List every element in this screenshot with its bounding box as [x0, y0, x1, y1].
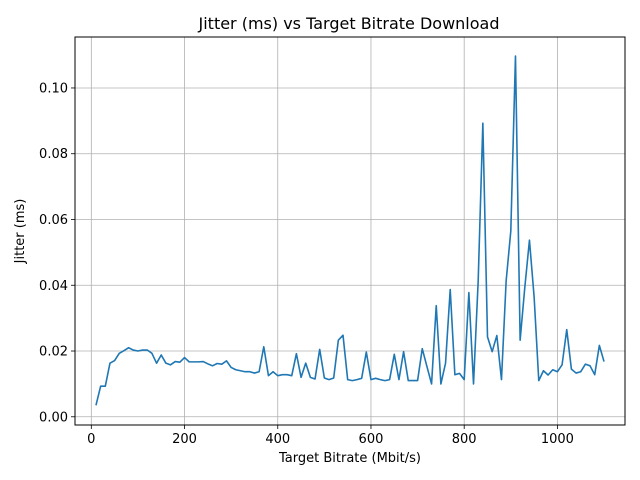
x-tick-label: 600 [359, 432, 384, 447]
series-line [95, 55, 605, 406]
y-tick-label: 0.00 [39, 410, 68, 425]
y-tick-label: 0.04 [39, 279, 68, 294]
plot-area [95, 55, 605, 406]
chart-title: Jitter (ms) vs Target Bitrate Download [198, 14, 500, 33]
y-axis-label: Jitter (ms) [13, 199, 28, 265]
y-axis: 0.00 0.02 0.04 0.06 0.08 0.10 [39, 81, 75, 425]
y-tick-label: 0.10 [39, 81, 68, 96]
x-tick-label: 800 [452, 432, 477, 447]
x-axis-label: Target Bitrate (Mbit/s) [278, 451, 421, 466]
y-tick-label: 0.02 [39, 345, 68, 360]
y-tick-label: 0.06 [39, 213, 68, 228]
grid-lines [75, 37, 625, 425]
plot-frame [74, 36, 626, 426]
x-tick-label: 400 [265, 432, 290, 447]
x-tick-label: 200 [172, 432, 197, 447]
x-axis: 0 200 400 600 800 1000 [87, 425, 574, 447]
y-tick-label: 0.08 [39, 147, 68, 162]
x-tick-label: 0 [87, 432, 95, 447]
x-tick-label: 1000 [541, 432, 574, 447]
